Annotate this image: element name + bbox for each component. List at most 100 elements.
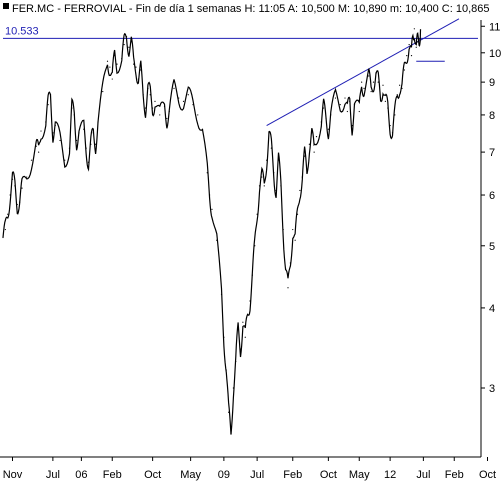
price-point [35, 145, 37, 147]
price-point [159, 114, 161, 116]
x-tick-label: Nov [3, 469, 23, 481]
price-point [263, 185, 265, 187]
price-point [166, 117, 168, 120]
price-point [71, 107, 73, 109]
chart-header: FER.MC - FERROVIAL - Fin de día 1 semana… [3, 3, 490, 15]
price-point [368, 75, 370, 77]
price-point [128, 46, 130, 48]
y-tick-label: 6 [489, 190, 495, 202]
price-point [334, 97, 337, 99]
price-point [315, 136, 318, 138]
price-point [380, 97, 382, 99]
price-point [206, 172, 208, 174]
price-point [270, 147, 272, 149]
x-tick-label: Oct [320, 469, 337, 481]
price-point [85, 147, 87, 149]
price-point [294, 239, 296, 241]
price-point [377, 81, 379, 83]
price-point [247, 314, 249, 316]
price-point [412, 35, 414, 38]
price-point [261, 176, 263, 178]
price-point [254, 245, 256, 247]
price-point [268, 132, 270, 134]
x-tick-label: Feb [103, 469, 122, 481]
price-point [76, 139, 78, 142]
price-point [223, 336, 225, 338]
price-point [372, 81, 375, 83]
price-point [142, 94, 144, 96]
price-point [313, 151, 315, 153]
x-tick-label: Feb [283, 469, 302, 481]
y-tick-label: 3 [489, 383, 495, 395]
price-point [396, 94, 398, 96]
price-point [140, 69, 142, 71]
y-axis: 3 4 5 6 7 8 9 10 11 [481, 21, 501, 395]
price-point [363, 87, 365, 89]
price-point [382, 84, 384, 86]
price-point [90, 143, 92, 145]
price-point [123, 43, 125, 46]
price-point [235, 360, 237, 363]
price-point [232, 387, 234, 389]
price-point [311, 132, 313, 134]
price-point [320, 121, 322, 123]
price-point [292, 228, 294, 231]
price-point [220, 293, 223, 295]
price-point [403, 69, 405, 71]
x-axis: Nov Jul 06 Feb Oct May 09 Jul Feb Oct May 12 Jul Feb O… [3, 457, 496, 481]
price-point [4, 228, 6, 231]
x-tick-label: 09 [218, 469, 230, 481]
price-point [121, 57, 123, 60]
price-point [375, 72, 377, 74]
price-point [92, 132, 94, 134]
x-tick-label: Oct [479, 469, 496, 481]
x-tick-label: Feb [445, 469, 464, 481]
price-point [144, 107, 147, 109]
price-point [7, 213, 9, 215]
price-point [358, 110, 360, 113]
y-tick-label: 7 [489, 147, 495, 159]
price-point [163, 105, 166, 107]
price-point [230, 432, 232, 434]
price-point [306, 172, 308, 174]
price-point [102, 90, 104, 93]
price-point [137, 78, 139, 80]
price-point [394, 114, 396, 116]
x-tick-label: 12 [384, 469, 396, 481]
price-point [135, 66, 137, 68]
price-point [149, 94, 151, 96]
price-point [114, 54, 116, 57]
price-point [173, 87, 175, 89]
price-point [325, 117, 327, 120]
price-point [417, 41, 419, 43]
price-point [258, 185, 261, 187]
price-point [399, 84, 401, 86]
price-point [168, 110, 170, 113]
price-point [408, 43, 410, 46]
price-point [327, 128, 329, 130]
price-point [192, 104, 194, 106]
price-point [225, 369, 227, 371]
price-point [285, 268, 287, 270]
price-point [47, 104, 49, 106]
chart-header-text: FER.MC - FERROVIAL - Fin de día 1 semana… [12, 3, 490, 15]
price-point [21, 187, 23, 189]
price-point [389, 124, 391, 127]
price-point [73, 114, 75, 116]
price-point [370, 90, 372, 93]
price-point [296, 213, 299, 215]
price-point [109, 66, 111, 68]
price-point [401, 87, 403, 89]
price-point [339, 104, 341, 106]
price-point [45, 121, 47, 123]
price-point [147, 87, 149, 89]
resistance-level-label: 10.533 [5, 25, 39, 37]
y-tick-label: 4 [489, 303, 495, 315]
y-tick-label: 10 [489, 48, 501, 60]
price-point [242, 321, 244, 323]
price-point [201, 128, 204, 130]
x-tick-label: Jul [416, 469, 430, 481]
price-point [301, 176, 303, 178]
